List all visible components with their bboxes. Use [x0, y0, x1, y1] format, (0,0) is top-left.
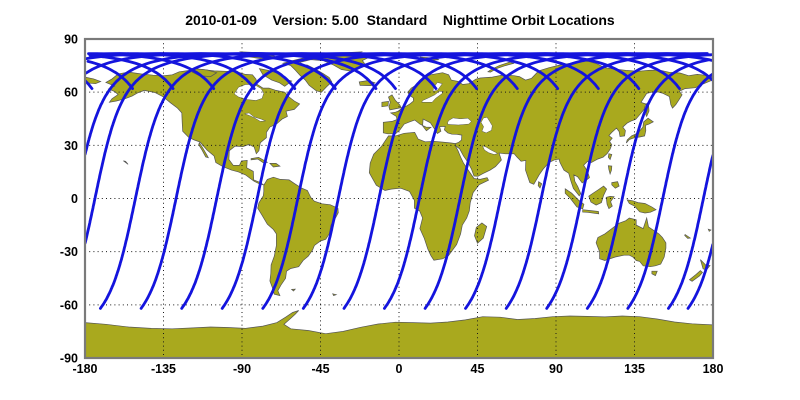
x-tick-label: 135 [624, 362, 645, 376]
landmass-australia [595, 216, 667, 268]
landmass-luzon [607, 165, 613, 176]
orbit-tracks [85, 52, 713, 310]
plot-frame [83, 37, 715, 360]
landmass-ireland [381, 100, 389, 108]
axis-labels: -180 -135 -90 -45 0 45 90 135 180 90 60 30 0 -30 -60 -9… [60, 33, 724, 377]
orbit-track [85, 52, 711, 310]
landmass-eurasia [382, 60, 713, 197]
y-tick-label: -30 [60, 245, 78, 259]
y-tick-label: 60 [64, 86, 78, 100]
orbit-track [85, 52, 713, 310]
landmass-java [582, 209, 600, 215]
landmass-tasmania [651, 270, 658, 277]
orbit-track [85, 52, 713, 310]
orbit-track [261, 52, 600, 310]
orbit-track [220, 52, 560, 310]
water-caspian-sea [480, 117, 493, 134]
x-tick-label: -180 [72, 362, 97, 376]
x-tick-label: 0 [396, 362, 403, 376]
y-tick-label: -60 [60, 298, 78, 312]
landmass-new-zealand-south [688, 270, 703, 282]
landmass-hispaniola [269, 163, 281, 168]
water-great-lakes [243, 112, 266, 122]
landmass-sulawesi [605, 196, 615, 210]
x-tick-label: -135 [151, 362, 176, 376]
y-tick-label: -90 [60, 352, 78, 366]
water-black-sea [447, 117, 472, 126]
y-tick-label: 90 [64, 33, 78, 47]
landmass-south-america [257, 176, 339, 297]
orbit-track [139, 52, 478, 310]
landmass-mindanao [611, 181, 620, 189]
orbit-track [180, 52, 519, 310]
y-tick-label: 0 [71, 192, 78, 206]
landmass-sri-lanka [537, 181, 543, 189]
water-baltic-sea [421, 91, 444, 103]
landmass-borneo [588, 185, 608, 206]
landmass-new-caledonia [684, 233, 692, 239]
orbit-track [85, 52, 713, 310]
landmass-north-america [105, 69, 301, 186]
landmass-madagascar [474, 222, 488, 244]
landmass-taiwan [607, 153, 613, 161]
landmass-south-georgia [332, 293, 338, 297]
orbit-track [301, 52, 641, 310]
water-persian-gulf [481, 145, 499, 155]
y-tick-label: 30 [64, 139, 78, 153]
landmass-great-britain [388, 94, 402, 111]
landmass-antarctica [85, 310, 713, 358]
x-tick-label: -45 [311, 362, 329, 376]
x-tick-label: 45 [471, 362, 485, 376]
landmass-africa [368, 132, 489, 261]
landmass-falklands [290, 288, 297, 292]
landmass-fiji [707, 228, 712, 232]
plot-title: 2010-01-09 Version: 5.00 Standard Nightt… [185, 12, 615, 28]
landmass-hawaii [123, 160, 129, 165]
x-tick-label: 180 [703, 362, 724, 376]
landmass-chukotka-west [85, 76, 102, 85]
x-tick-label: 90 [549, 362, 563, 376]
landmass-new-guinea [626, 199, 657, 214]
x-tick-label: -90 [233, 362, 251, 376]
orbit-track [342, 52, 681, 310]
